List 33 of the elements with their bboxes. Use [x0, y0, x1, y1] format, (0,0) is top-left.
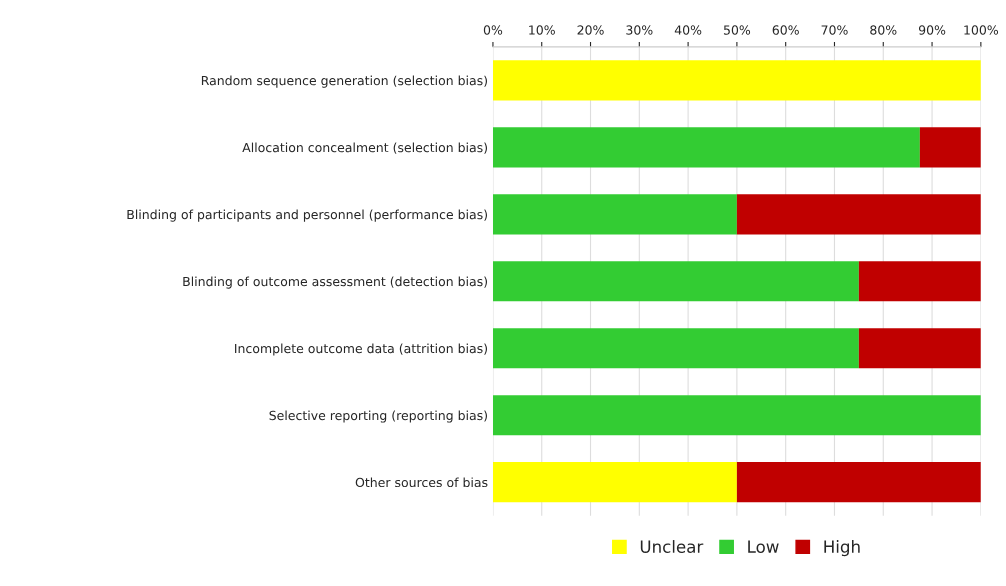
bar: [492, 462, 737, 503]
bar: [492, 60, 981, 101]
y-tick-label: Blinding of outcome assessment (detection bias): [183, 276, 488, 289]
x-tick-label: 70%: [821, 25, 848, 35]
x-tick-label: 80%: [870, 25, 897, 35]
bar: [736, 462, 981, 503]
x-tick-label: 90%: [918, 25, 946, 35]
bar: [492, 328, 859, 369]
x-tick-label: 0%: [483, 25, 503, 35]
bar: [736, 194, 981, 235]
bar: [492, 395, 981, 436]
y-tick-label: Selective reporting (reporting bias): [269, 410, 487, 423]
y-tick-label: Incomplete outcome data (attrition bias): [235, 343, 488, 356]
legend-label: Unclear: [640, 540, 704, 553]
bar: [492, 127, 920, 168]
y-tick-label: Blinding of participants and personnel (performance bias): [127, 209, 487, 222]
x-tick-label: 30%: [626, 25, 653, 35]
legend-label: Low: [748, 540, 779, 553]
x-tick-label: 40%: [674, 25, 702, 35]
x-tick-label: 60%: [772, 25, 799, 35]
bar: [492, 261, 859, 302]
x-tick-label: 20%: [577, 25, 604, 35]
legend-label: High: [824, 540, 860, 557]
y-tick-label: Random sequence generation (selection bias): [201, 75, 487, 88]
x-tick-label: 50%: [723, 25, 751, 35]
bar: [858, 261, 981, 302]
x-tick-label: 100%: [964, 25, 999, 35]
x-tick-label: 10%: [529, 25, 555, 35]
bar: [919, 127, 981, 168]
bar: [858, 328, 981, 369]
bar: [492, 194, 737, 235]
y-tick-label: Allocation concealment (selection bias): [242, 142, 487, 154]
y-tick-label: Other sources of bias: [355, 477, 488, 488]
